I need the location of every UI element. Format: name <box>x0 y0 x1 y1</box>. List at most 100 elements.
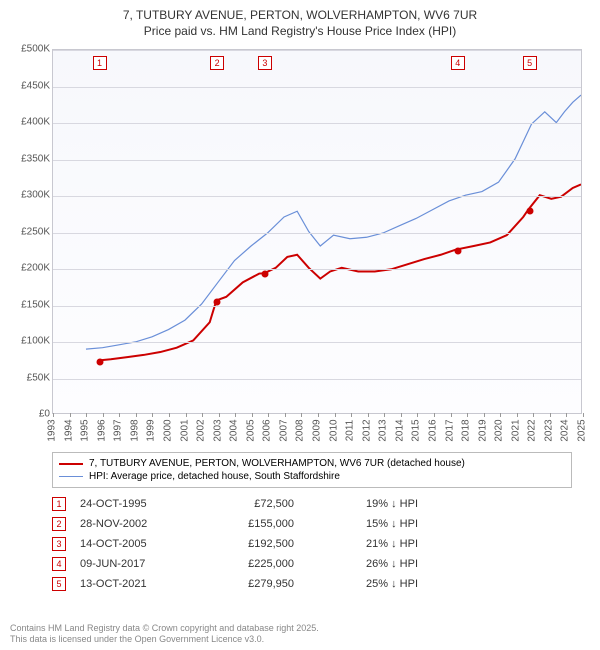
x-axis-label: 2012 <box>361 419 372 441</box>
x-tick <box>467 413 468 417</box>
x-axis-label: 2019 <box>477 419 488 441</box>
x-tick <box>152 413 153 417</box>
x-axis-label: 2024 <box>560 419 571 441</box>
legend-item: HPI: Average price, detached house, Sout… <box>59 470 565 483</box>
x-tick <box>335 413 336 417</box>
legend-swatch <box>59 463 83 465</box>
transaction-pct: 21% ↓ HPI <box>308 538 418 550</box>
x-axis-label: 1996 <box>96 419 107 441</box>
x-axis-label: 2006 <box>262 419 273 441</box>
x-axis-label: 2023 <box>543 419 554 441</box>
transaction-row: 124-OCT-1995£72,50019% ↓ HPI <box>52 494 572 514</box>
x-tick <box>318 413 319 417</box>
transaction-price: £225,000 <box>204 558 294 570</box>
marker-1: 1 <box>93 56 107 70</box>
gridline <box>53 233 581 234</box>
x-tick <box>186 413 187 417</box>
transaction-date: 28-NOV-2002 <box>80 518 190 530</box>
plot-region: 12345 <box>52 49 582 414</box>
x-tick <box>500 413 501 417</box>
x-axis-label: 2017 <box>444 419 455 441</box>
y-axis-label: £0 <box>10 409 50 420</box>
x-axis-label: 2001 <box>179 419 190 441</box>
marker-5: 5 <box>523 56 537 70</box>
x-tick <box>219 413 220 417</box>
transaction-marker: 5 <box>52 577 66 591</box>
transaction-price: £155,000 <box>204 518 294 530</box>
x-axis-label: 2016 <box>427 419 438 441</box>
x-tick <box>268 413 269 417</box>
footer-line1: Contains HM Land Registry data © Crown c… <box>10 623 590 635</box>
x-tick <box>434 413 435 417</box>
footer-attribution: Contains HM Land Registry data © Crown c… <box>10 623 590 646</box>
transaction-row: 228-NOV-2002£155,00015% ↓ HPI <box>52 514 572 534</box>
transactions-table: 124-OCT-1995£72,50019% ↓ HPI228-NOV-2002… <box>52 494 572 594</box>
legend-item: 7, TUTBURY AVENUE, PERTON, WOLVERHAMPTON… <box>59 457 565 470</box>
x-tick <box>103 413 104 417</box>
legend-box: 7, TUTBURY AVENUE, PERTON, WOLVERHAMPTON… <box>52 452 572 488</box>
transaction-row: 513-OCT-2021£279,95025% ↓ HPI <box>52 574 572 594</box>
transaction-row: 3 14-OCT-2005 £192,500 21% ↓ HPI <box>52 534 572 554</box>
x-axis-label: 1993 <box>47 419 58 441</box>
x-tick <box>285 413 286 417</box>
x-axis-label: 2002 <box>196 419 207 441</box>
transaction-date: 09-JUN-2017 <box>80 558 190 570</box>
gridline <box>53 379 581 380</box>
transaction-price: £72,500 <box>204 498 294 510</box>
gridline <box>53 160 581 161</box>
transaction-pct: 26% ↓ HPI <box>308 558 418 570</box>
x-axis-label: 2022 <box>527 419 538 441</box>
gridline <box>53 123 581 124</box>
y-axis-label: £300K <box>10 190 50 201</box>
series-hpi <box>86 95 581 349</box>
y-axis-label: £50K <box>10 372 50 383</box>
legend-label: 7, TUTBURY AVENUE, PERTON, WOLVERHAMPTON… <box>89 458 465 469</box>
y-axis-label: £200K <box>10 263 50 274</box>
x-tick <box>202 413 203 417</box>
transaction-marker: 3 <box>52 537 66 551</box>
footer-line2: This data is licensed under the Open Gov… <box>10 634 590 646</box>
x-tick <box>517 413 518 417</box>
x-tick <box>301 413 302 417</box>
y-axis-label: £100K <box>10 336 50 347</box>
marker-3: 3 <box>258 56 272 70</box>
legend-label: HPI: Average price, detached house, Sout… <box>89 471 340 482</box>
y-axis-label: £450K <box>10 80 50 91</box>
chart-lines <box>53 50 581 413</box>
x-axis-label: 1994 <box>63 419 74 441</box>
x-tick <box>451 413 452 417</box>
x-axis-label: 2003 <box>212 419 223 441</box>
marker-dot-4 <box>454 247 461 254</box>
x-tick <box>235 413 236 417</box>
y-axis-label: £400K <box>10 117 50 128</box>
chart-title: 7, TUTBURY AVENUE, PERTON, WOLVERHAMPTON… <box>0 0 600 24</box>
transaction-date: 13-OCT-2021 <box>80 578 190 590</box>
x-axis-label: 2025 <box>577 419 588 441</box>
x-tick <box>169 413 170 417</box>
transaction-marker: 1 <box>52 497 66 511</box>
gridline <box>53 342 581 343</box>
x-axis-label: 2005 <box>245 419 256 441</box>
transaction-date: 24-OCT-1995 <box>80 498 190 510</box>
transaction-price: £192,500 <box>204 538 294 550</box>
x-tick <box>86 413 87 417</box>
x-axis-label: 2013 <box>378 419 389 441</box>
y-axis-label: £150K <box>10 299 50 310</box>
x-tick <box>533 413 534 417</box>
x-axis-label: 2011 <box>345 420 356 442</box>
x-tick <box>351 413 352 417</box>
series-property <box>99 184 581 360</box>
x-axis-label: 1999 <box>146 419 157 441</box>
gridline <box>53 196 581 197</box>
transaction-marker: 4 <box>52 557 66 571</box>
x-tick <box>417 413 418 417</box>
x-axis-label: 1995 <box>80 419 91 441</box>
transaction-date: 14-OCT-2005 <box>80 538 190 550</box>
chart-subtitle: Price paid vs. HM Land Registry's House … <box>0 24 600 44</box>
marker-4: 4 <box>451 56 465 70</box>
y-axis-label: £350K <box>10 153 50 164</box>
transaction-marker: 2 <box>52 517 66 531</box>
marker-dot-3 <box>261 271 268 278</box>
transaction-price: £279,950 <box>204 578 294 590</box>
x-axis-label: 2007 <box>278 419 289 441</box>
